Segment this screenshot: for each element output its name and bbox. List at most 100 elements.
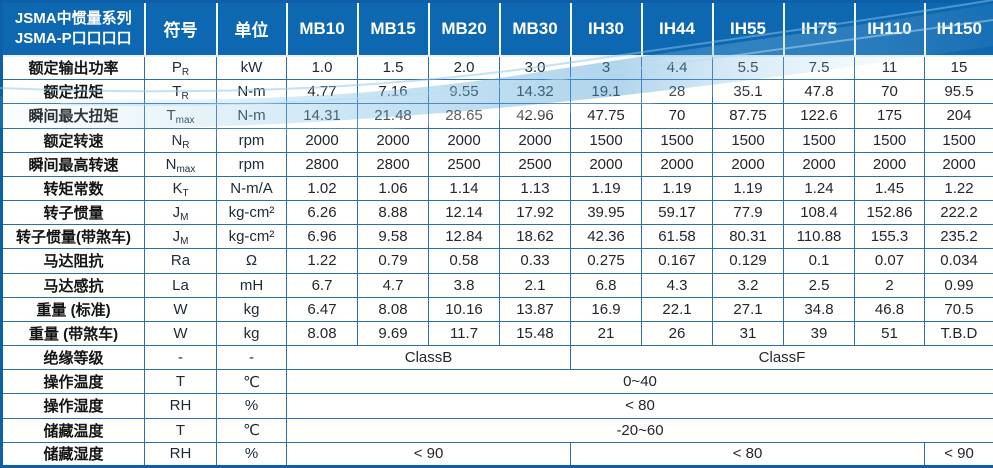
value-cell: 51 xyxy=(854,320,925,347)
row-unit: kg xyxy=(216,320,287,347)
value-cell: 35.1 xyxy=(712,79,784,105)
value-cell: 22.1 xyxy=(641,296,713,322)
value-cell: 70 xyxy=(854,79,925,105)
series-title-line2: JSMA-P口口口口 xyxy=(14,29,132,47)
value-cell: 21 xyxy=(570,320,642,347)
value-cell: 1.19 xyxy=(641,175,713,202)
row-label: 马达阻抗 xyxy=(1,248,145,274)
symbol-subscript: R xyxy=(181,91,189,103)
value-cell: 2000 xyxy=(499,127,571,153)
symbol-subscript: M xyxy=(180,212,189,224)
spec-row: 转子惯量 JM kg-cm² 6.26 8.88 12.14 17.92 39.95 59.17… xyxy=(1,200,993,226)
value-cell: 4.77 xyxy=(286,79,358,105)
symbol-column-header: 符号 xyxy=(143,1,218,57)
model-header-mb30: MB30 xyxy=(498,1,572,57)
value-cell: 155.3 xyxy=(854,224,925,250)
row-symbol: W xyxy=(144,320,217,347)
symbol-base: N xyxy=(165,155,177,173)
symbol-base: Ra xyxy=(170,252,191,270)
value-cell: 6.26 xyxy=(286,200,358,226)
value-cell: 70 xyxy=(641,103,713,129)
value-cell: 0.99 xyxy=(924,272,993,298)
row-unit: kg-cm² xyxy=(216,224,287,250)
value-cell: 8.88 xyxy=(357,200,429,226)
row-label: 储藏温度 xyxy=(1,417,145,443)
value-cell: 3.0 xyxy=(499,54,571,81)
value-cell: 110.88 xyxy=(783,224,855,250)
row-label: 转子惯量(带煞车) xyxy=(1,224,145,250)
value-cell: 2500 xyxy=(428,151,500,177)
value-cell: 87.75 xyxy=(712,103,784,129)
symbol-base: K xyxy=(172,179,183,197)
value-cell: 39 xyxy=(783,320,855,347)
value-cell: 0~40 xyxy=(286,369,993,395)
symbol-base: La xyxy=(172,276,189,294)
spec-row: 瞬间最大扭矩 Tmax N-m 14.31 21.48 28.65 42.96 47.75 70… xyxy=(1,103,993,129)
value-cell: 11 xyxy=(854,54,925,81)
value-cell: 42.36 xyxy=(570,224,642,250)
row-symbol: PR xyxy=(144,54,217,81)
spec-row: 马达感抗 La mH 6.7 4.7 3.8 2.1 6.8 4.3 3.2 2.5 2 0.99 xyxy=(1,272,993,298)
value-cell: 1.02 xyxy=(286,175,358,202)
value-cell: 16.9 xyxy=(570,296,642,322)
value-cell: 2.5 xyxy=(783,272,855,298)
row-symbol: RH xyxy=(144,393,217,419)
value-cell: 122.6 xyxy=(783,103,855,129)
value-cell: 28 xyxy=(641,79,713,105)
value-cell: 26 xyxy=(641,320,713,347)
value-cell: 42.96 xyxy=(499,103,571,129)
spec-row: 额定输出功率 PR kW 1.0 1.5 2.0 3.0 3 4.4 5.5 7.5 11 15 xyxy=(1,54,993,81)
symbol-base: - xyxy=(178,349,183,367)
spec-row: 额定转速 NR rpm 2000 2000 2000 2000 1500 1500 1500 150… xyxy=(1,127,993,153)
row-unit: N-m/A xyxy=(216,175,287,202)
value-cell: 59.17 xyxy=(641,200,713,226)
row-label: 储藏湿度 xyxy=(1,441,145,468)
value-cell: < 80 xyxy=(286,393,993,419)
value-cell: 235.2 xyxy=(924,224,993,250)
model-header-mb15: MB15 xyxy=(356,1,430,57)
value-cell: 1.45 xyxy=(854,175,925,202)
value-cell: 39.95 xyxy=(570,200,642,226)
symbol-subscript: max xyxy=(176,163,196,175)
symbol-base: P xyxy=(171,59,182,77)
value-cell: 1.13 xyxy=(499,175,571,202)
spec-table-body: 额定输出功率 PR kW 1.0 1.5 2.0 3.0 3 4.4 5.5 7.5 11 15 额定扭矩… xyxy=(1,54,993,468)
row-label: 转矩常数 xyxy=(1,175,145,202)
row-symbol: T xyxy=(144,417,217,443)
value-cell: 2800 xyxy=(357,151,429,177)
row-unit: - xyxy=(216,345,287,371)
unit-column-header: 单位 xyxy=(215,1,288,57)
spec-row: 马达阻抗 Ra Ω 1.22 0.79 0.58 0.33 0.275 0.167 0.129 0.… xyxy=(1,248,993,274)
value-cell: 8.08 xyxy=(286,320,358,347)
value-cell: 9.55 xyxy=(428,79,500,105)
row-unit: N-m xyxy=(216,103,287,129)
value-cell: 0.58 xyxy=(428,248,500,274)
spec-row: 转子惯量(带煞车) JM kg-cm² 6.96 9.58 12.84 18.62 42.36… xyxy=(1,224,993,250)
value-cell: 1.22 xyxy=(924,175,993,202)
value-cell: < 90 xyxy=(286,441,571,468)
value-cell: 1.14 xyxy=(428,175,500,202)
value-cell: 3.8 xyxy=(428,272,500,298)
value-cell: 0.034 xyxy=(924,248,993,274)
row-label: 绝缘等级 xyxy=(1,345,145,371)
value-cell: 31 xyxy=(712,320,784,347)
value-cell: 2500 xyxy=(499,151,571,177)
row-label: 额定输出功率 xyxy=(1,54,145,81)
value-cell: 6.8 xyxy=(570,272,642,298)
value-cell: 222.2 xyxy=(924,200,993,226)
row-unit: ℃ xyxy=(216,417,287,443)
symbol-base: W xyxy=(173,324,188,342)
row-symbol: T xyxy=(144,369,217,395)
value-cell: 1.24 xyxy=(783,175,855,202)
value-cell: 21.48 xyxy=(357,103,429,129)
row-label: 转子惯量 xyxy=(1,200,145,226)
value-cell: 2000 xyxy=(641,151,713,177)
row-unit: kg-cm² xyxy=(216,200,287,226)
row-label: 额定转速 xyxy=(1,127,145,153)
symbol-base: RH xyxy=(169,397,192,415)
value-cell: 14.32 xyxy=(499,79,571,105)
row-label: 瞬间最大扭矩 xyxy=(1,103,145,129)
value-cell: 1500 xyxy=(712,127,784,153)
